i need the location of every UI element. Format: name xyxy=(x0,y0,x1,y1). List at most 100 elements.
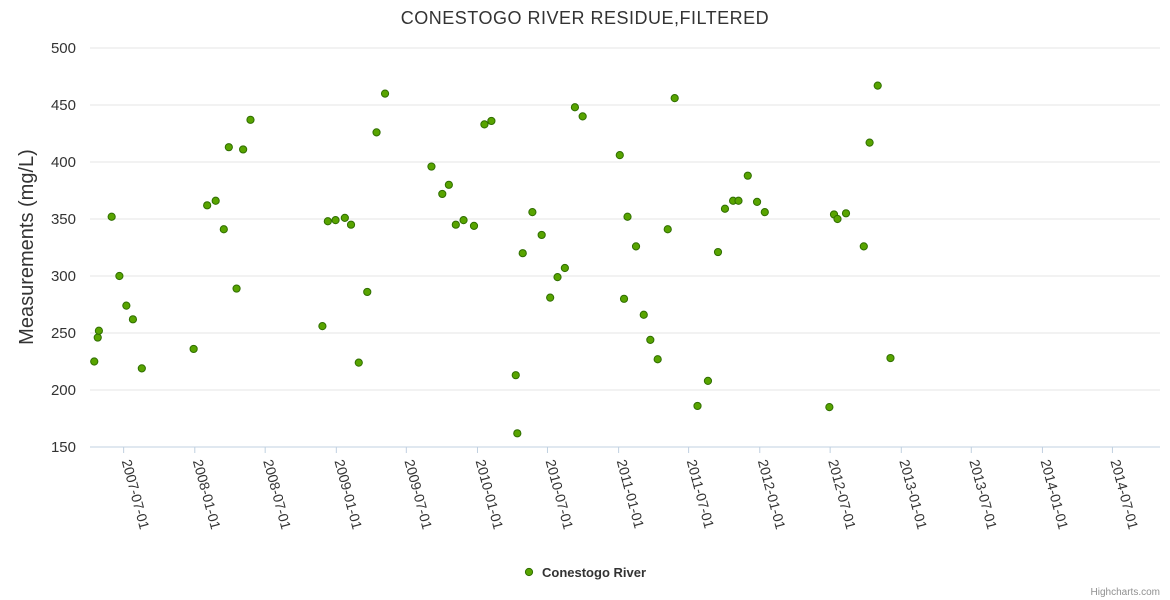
x-tick-label: 2009-07-01 xyxy=(401,458,435,532)
data-point[interactable] xyxy=(451,220,460,229)
data-point[interactable] xyxy=(469,221,479,230)
data-point[interactable] xyxy=(354,358,363,367)
y-tick-label: 150 xyxy=(51,439,76,456)
x-tick-label: 2011-07-01 xyxy=(684,458,718,531)
data-point[interactable] xyxy=(619,294,629,303)
data-point[interactable] xyxy=(623,212,632,221)
data-point[interactable] xyxy=(734,196,743,205)
data-point[interactable] xyxy=(663,225,672,234)
data-point[interactable] xyxy=(752,197,762,206)
data-point[interactable] xyxy=(346,220,356,229)
data-point[interactable] xyxy=(239,145,248,154)
data-point[interactable] xyxy=(331,216,340,225)
data-point[interactable] xyxy=(653,355,662,364)
x-tick-label: 2008-07-01 xyxy=(260,458,294,532)
y-axis-ticks: 150 200 250 300 350 400 450 500 xyxy=(51,40,76,456)
data-point[interactable] xyxy=(537,230,546,240)
data-point[interactable] xyxy=(578,112,587,121)
data-point[interactable] xyxy=(713,247,723,257)
data-point[interactable] xyxy=(865,138,874,147)
data-point[interactable] xyxy=(825,403,834,412)
data-point[interactable] xyxy=(693,401,702,411)
data-point[interactable] xyxy=(615,151,624,160)
legend[interactable]: Conestogo River xyxy=(524,565,646,580)
y-tick-label: 450 xyxy=(51,97,76,114)
data-point[interactable] xyxy=(859,242,868,251)
data-point[interactable] xyxy=(639,310,648,319)
data-point[interactable] xyxy=(480,120,489,129)
x-tick-label: 2010-01-01 xyxy=(473,458,507,532)
data-point[interactable] xyxy=(646,335,655,344)
data-point[interactable] xyxy=(323,217,332,226)
data-point[interactable] xyxy=(873,81,882,90)
x-tick-label: 2014-01-01 xyxy=(1038,458,1072,532)
data-point[interactable] xyxy=(833,214,842,224)
data-point[interactable] xyxy=(224,143,233,152)
x-tick-label: 2007-07-01 xyxy=(119,458,153,532)
x-axis: 2007-07-01 2008-01-01 2008-07-01 2009-01-01… xyxy=(119,447,1142,531)
data-point[interactable] xyxy=(513,429,522,438)
data-point[interactable] xyxy=(363,287,372,297)
data-point[interactable] xyxy=(318,322,327,331)
data-point[interactable] xyxy=(372,128,381,137)
series-conestogo-river[interactable] xyxy=(90,81,895,438)
x-tick-label: 2010-07-01 xyxy=(543,458,577,532)
data-point[interactable] xyxy=(570,103,580,112)
data-point[interactable] xyxy=(703,376,713,385)
data-point[interactable] xyxy=(246,115,255,124)
data-point[interactable] xyxy=(90,357,99,366)
data-point[interactable] xyxy=(631,242,641,251)
data-point[interactable] xyxy=(380,89,390,98)
data-point[interactable] xyxy=(511,371,520,380)
data-point[interactable] xyxy=(232,284,241,293)
x-tick-label: 2011-01-01 xyxy=(614,458,648,531)
x-tick-label: 2014-07-01 xyxy=(1108,458,1142,532)
data-point[interactable] xyxy=(211,196,220,205)
y-tick-label: 350 xyxy=(51,211,76,228)
grid-lines xyxy=(90,47,1160,448)
data-point[interactable] xyxy=(189,344,198,354)
data-point[interactable] xyxy=(219,225,228,234)
data-point[interactable] xyxy=(670,94,679,103)
y-tick-label: 200 xyxy=(51,382,76,399)
data-point[interactable] xyxy=(518,249,527,258)
y-axis-label: Measurements (mg/L) xyxy=(16,149,38,345)
data-point[interactable] xyxy=(743,171,752,180)
data-point[interactable] xyxy=(886,353,895,363)
data-point[interactable] xyxy=(203,201,212,210)
x-tick-label: 2009-01-01 xyxy=(331,458,365,532)
data-point[interactable] xyxy=(107,212,116,221)
data-point[interactable] xyxy=(841,209,851,218)
data-point[interactable] xyxy=(128,315,138,324)
data-point[interactable] xyxy=(546,293,555,302)
data-point[interactable] xyxy=(115,271,124,281)
data-point[interactable] xyxy=(340,213,349,222)
data-point[interactable] xyxy=(553,273,562,282)
x-tick-label: 2012-01-01 xyxy=(755,458,789,532)
credits-link[interactable]: Highcharts.com xyxy=(1091,587,1160,598)
legend-marker xyxy=(524,567,534,577)
data-point[interactable] xyxy=(122,301,131,310)
y-tick-label: 400 xyxy=(51,154,76,171)
x-tick-label: 2013-07-01 xyxy=(966,458,1000,532)
x-tick-label: 2012-07-01 xyxy=(825,458,859,532)
data-point[interactable] xyxy=(444,180,453,189)
y-tick-label: 500 xyxy=(51,40,76,57)
data-point[interactable] xyxy=(720,204,730,213)
legend-item-conestogo-river[interactable]: Conestogo River xyxy=(542,565,646,580)
data-point[interactable] xyxy=(94,326,103,335)
data-point[interactable] xyxy=(427,162,436,171)
data-point[interactable] xyxy=(528,208,537,217)
data-point[interactable] xyxy=(137,364,146,373)
data-point[interactable] xyxy=(560,263,569,273)
x-tick-label: 2008-01-01 xyxy=(190,458,224,532)
x-tick-label: 2013-01-01 xyxy=(896,458,930,532)
data-point[interactable] xyxy=(487,116,496,126)
data-point[interactable] xyxy=(459,216,468,225)
data-point[interactable] xyxy=(93,333,102,342)
y-tick-label: 250 xyxy=(51,325,76,342)
data-point[interactable] xyxy=(438,189,447,199)
data-point[interactable] xyxy=(760,208,769,217)
chart-title: CONESTOGO RIVER RESIDUE,FILTERED xyxy=(401,8,769,28)
